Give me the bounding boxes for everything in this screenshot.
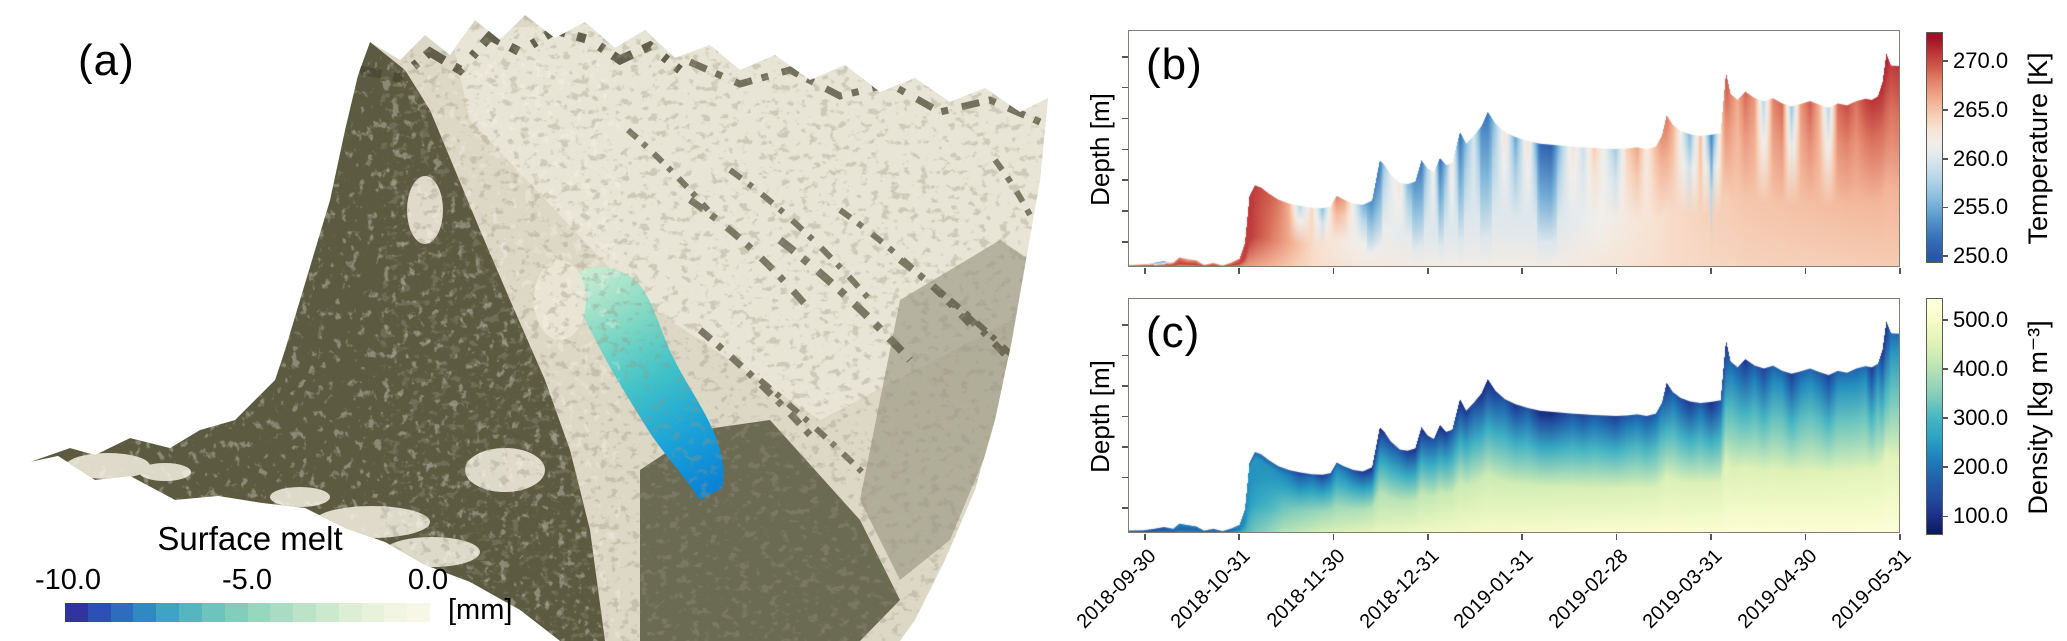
surface-melt-colorbar: [65, 603, 430, 622]
x-axis-tick: [1521, 534, 1524, 540]
colorbar-tick-label: 300.0: [1953, 405, 2009, 431]
colorbar-tick-label: 270.0: [1953, 48, 2009, 74]
surface-melt-tick-min: -10.0: [34, 564, 102, 596]
surface-melt-title: Surface melt: [157, 520, 343, 557]
y-axis-tick: [1122, 241, 1128, 243]
colorbar-tick-label: 250.0: [1953, 243, 2009, 269]
surface-melt-color-segment: [87, 603, 111, 622]
density-area-canvas: [1128, 298, 1900, 533]
density-colorbar-label: Density [kg m⁻³]: [2023, 320, 2053, 515]
surface-melt-color-segment: [293, 603, 316, 622]
panel-c-label: (c): [1146, 308, 1201, 357]
y-axis-tick: [1122, 86, 1128, 89]
colorbar-tick: [1943, 466, 1948, 469]
surface-melt-color-segment: [133, 603, 157, 622]
colorbar-tick: [1943, 157, 1948, 160]
x-axis-tick: [1427, 534, 1429, 540]
colorbar-tick-label: 265.0: [1953, 96, 2009, 122]
surface-melt-unit: [mm]: [448, 594, 513, 626]
x-axis-tick: [1710, 534, 1712, 540]
temperature-colorbar: [1926, 32, 1943, 263]
y-axis-tick: [1122, 385, 1128, 387]
y-axis-tick: [1122, 148, 1128, 151]
density-colorbar: [1926, 298, 1943, 535]
y-axis-tick: [1122, 507, 1128, 509]
y-axis-tick: [1122, 324, 1128, 326]
colorbar-tick-label: 200.0: [1953, 454, 2009, 480]
y-axis-tick: [1122, 179, 1128, 181]
panel-c-ylabel: Depth [m]: [1085, 360, 1115, 473]
y-axis-tick: [1122, 56, 1128, 58]
x-axis-tick: [1143, 268, 1146, 274]
panel-b-ylabel: Depth [m]: [1085, 93, 1115, 206]
x-axis-tick: [1710, 268, 1712, 274]
colorbar-tick-label: 100.0: [1953, 503, 2009, 529]
x-axis-tick: [1899, 534, 1901, 540]
temperature-area-canvas: [1128, 30, 1900, 267]
colorbar-tick: [1943, 60, 1948, 63]
density-depth-plot: [1128, 298, 1900, 533]
x-axis-tick: [1332, 268, 1335, 274]
x-axis-tick: [1238, 534, 1240, 540]
panel-a-label: (a): [78, 36, 135, 85]
y-axis-tick: [1122, 415, 1128, 418]
surface-melt-color-segment: [338, 603, 362, 622]
terrain-3d-view: [30, 15, 1048, 641]
surface-melt-color-segment: [315, 603, 339, 622]
colorbar-tick: [1943, 255, 1948, 257]
y-axis-tick: [1122, 117, 1128, 120]
surface-melt-color-segment: [247, 603, 271, 622]
surface-melt-color-segment: [179, 603, 202, 622]
colorbar-tick-label: 255.0: [1953, 194, 2009, 220]
x-axis-tick: [1899, 268, 1901, 274]
colorbar-tick: [1943, 515, 1948, 518]
x-axis-tick: [1804, 268, 1807, 274]
surface-melt-color-segment: [224, 603, 248, 622]
y-axis-tick: [1122, 446, 1128, 448]
temperature-colorbar-label: Temperature [K]: [2023, 52, 2053, 245]
colorbar-tick: [1943, 417, 1948, 419]
panel-b-label: (b): [1146, 40, 1203, 89]
y-axis-tick: [1122, 210, 1128, 212]
colorbar-tick-label: 260.0: [1953, 145, 2009, 171]
surface-melt-color-segment: [65, 603, 88, 622]
x-axis-tick: [1521, 268, 1524, 274]
y-axis-tick: [1122, 476, 1128, 479]
colorbar-tick: [1943, 319, 1948, 321]
surface-melt-color-segment: [407, 603, 430, 622]
colorbar-tick: [1943, 109, 1948, 111]
surface-melt-color-segment: [270, 603, 294, 622]
y-axis-tick: [1122, 354, 1128, 357]
x-axis-tick: [1615, 268, 1618, 274]
x-axis-tick: [1238, 268, 1240, 274]
x-axis-tick: [1804, 534, 1807, 540]
colorbar-tick-label: 500.0: [1953, 307, 2009, 333]
colorbar-tick-label: 400.0: [1953, 356, 2009, 382]
x-axis-tick: [1143, 534, 1146, 540]
temperature-depth-plot: [1128, 30, 1900, 267]
colorbar-tick: [1943, 368, 1948, 370]
surface-melt-tick-mid: -5.0: [222, 564, 272, 596]
surface-melt-color-segment: [110, 603, 134, 622]
surface-melt-color-segment: [201, 603, 225, 622]
surface-melt-color-segment: [361, 603, 385, 622]
colorbar-tick: [1943, 206, 1948, 209]
surface-melt-color-segment: [156, 603, 180, 622]
x-axis-tick: [1332, 534, 1335, 540]
x-axis-tick: [1427, 268, 1429, 274]
surface-melt-tick-max: 0.0: [407, 564, 449, 596]
x-axis-tick: [1615, 534, 1618, 540]
surface-melt-color-segment: [384, 603, 408, 622]
